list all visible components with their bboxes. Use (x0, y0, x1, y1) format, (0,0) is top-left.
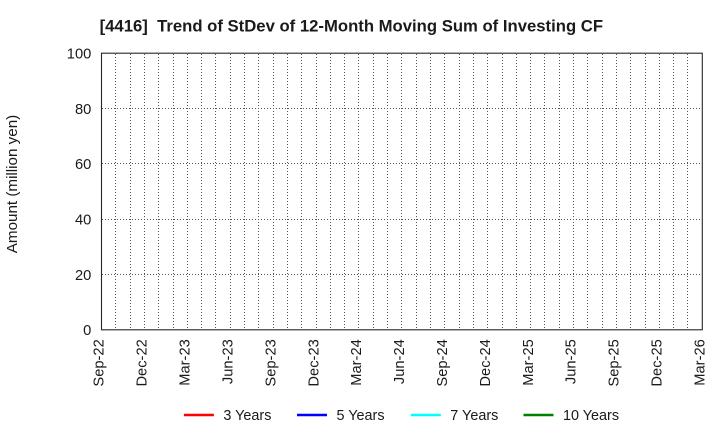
svg-text:Sep-23: Sep-23 (263, 339, 279, 386)
svg-text:Dec-22: Dec-22 (135, 339, 151, 386)
svg-text:5 Years: 5 Years (337, 408, 385, 424)
svg-text:Dec-23: Dec-23 (306, 339, 322, 386)
svg-text:10 Years: 10 Years (563, 408, 619, 424)
svg-text:[4416] Trend of StDev of 12-M: [4416] Trend of StDev of 12-Month Moving… (100, 16, 603, 35)
svg-text:Mar-26: Mar-26 (693, 339, 709, 386)
svg-text:Sep-25: Sep-25 (607, 339, 623, 386)
svg-text:80: 80 (75, 102, 91, 118)
svg-text:Mar-24: Mar-24 (349, 339, 365, 386)
svg-text:60: 60 (75, 157, 91, 173)
svg-text:0: 0 (83, 323, 91, 339)
svg-text:Mar-23: Mar-23 (178, 339, 194, 386)
svg-text:Amount (million yen): Amount (million yen) (4, 115, 21, 253)
svg-text:Dec-25: Dec-25 (650, 339, 666, 386)
svg-text:Mar-25: Mar-25 (521, 339, 537, 386)
svg-text:100: 100 (67, 47, 92, 63)
svg-text:Jun-23: Jun-23 (220, 339, 236, 384)
svg-text:Jun-25: Jun-25 (564, 339, 580, 384)
svg-text:Sep-24: Sep-24 (435, 339, 451, 386)
svg-text:20: 20 (75, 268, 91, 284)
svg-text:Sep-22: Sep-22 (92, 339, 108, 386)
svg-text:40: 40 (75, 212, 91, 228)
svg-text:3 Years: 3 Years (223, 408, 271, 424)
svg-text:7 Years: 7 Years (450, 408, 498, 424)
svg-text:Jun-24: Jun-24 (392, 339, 408, 384)
svg-text:Dec-24: Dec-24 (478, 339, 494, 386)
